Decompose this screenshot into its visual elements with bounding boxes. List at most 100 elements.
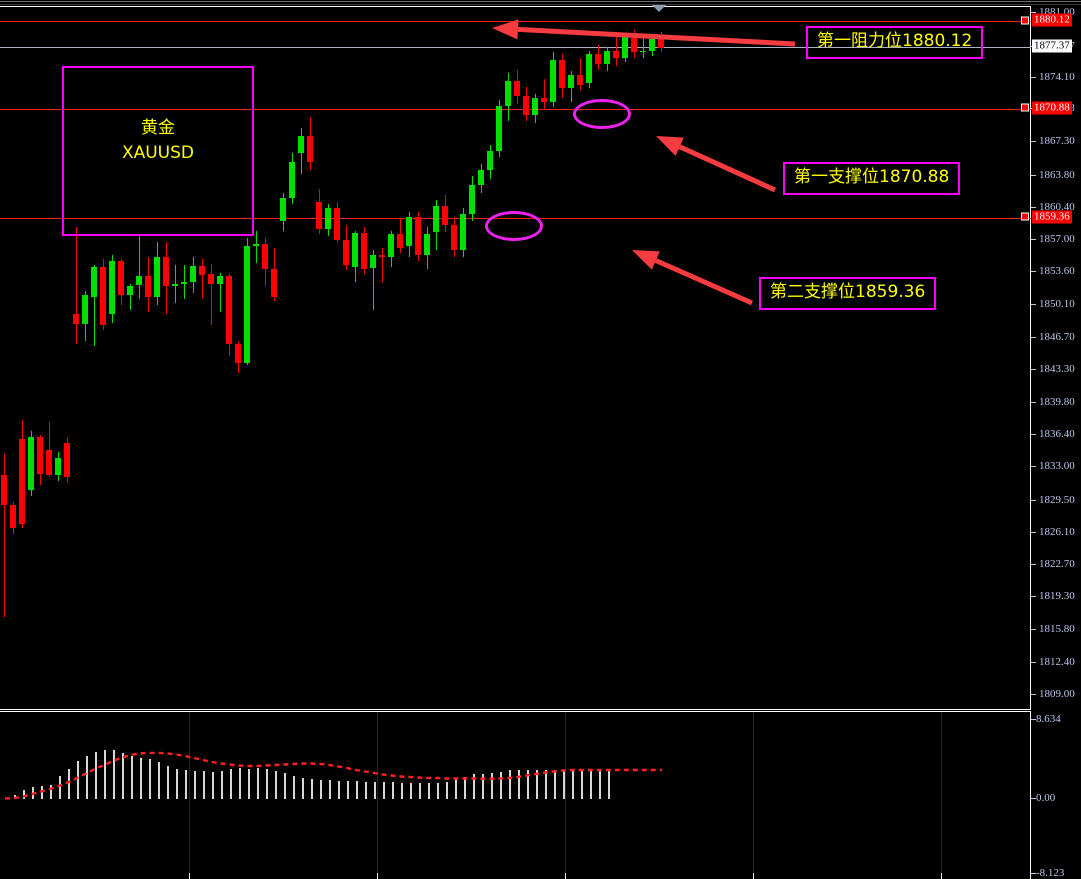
annotation-note-resistance-1[interactable]: 第一阻力位1880.12 xyxy=(806,26,984,59)
candle-body xyxy=(334,207,340,241)
candlestick-series xyxy=(0,7,1030,709)
macd-axis-tick xyxy=(1031,719,1036,720)
macd-histogram-bar xyxy=(392,782,394,799)
level-line-current-price[interactable] xyxy=(0,47,1031,49)
macd-indicator-panel[interactable] xyxy=(0,711,1031,879)
candle-body xyxy=(559,60,565,89)
macd-histogram-bar xyxy=(167,766,169,799)
candle-body xyxy=(55,458,61,476)
price-axis-tick xyxy=(1031,629,1036,631)
price-axis-label: 1853.60 xyxy=(1039,265,1075,278)
macd-histogram-bar xyxy=(581,769,583,799)
price-axis-tick xyxy=(1031,11,1036,13)
macd-histogram-bar xyxy=(59,775,61,799)
window-top-divider xyxy=(0,1,1081,2)
candle-wick xyxy=(211,263,212,326)
candle-wick xyxy=(130,283,131,311)
price-tag-handle[interactable] xyxy=(1021,16,1029,25)
candle-body xyxy=(595,54,601,64)
macd-histogram-bar xyxy=(149,759,151,799)
price-axis[interactable]: 1881.001877.371874.101870.881867.301863.… xyxy=(1021,6,1081,710)
macd-histogram-bar xyxy=(500,772,502,799)
annotation-note-support-2[interactable]: 第二支撑位1859.36 xyxy=(759,277,937,310)
candle-body xyxy=(541,97,547,102)
price-axis-label: 1826.10 xyxy=(1039,525,1075,538)
macd-axis-label: -8.123 xyxy=(1036,867,1065,879)
macd-signal-path xyxy=(4,751,662,800)
price-axis-tick xyxy=(1031,434,1036,436)
price-tag-handle[interactable] xyxy=(1021,212,1029,221)
window-top-divider-2 xyxy=(0,4,1081,5)
candle-body xyxy=(361,232,367,269)
macd-histogram-bar xyxy=(158,762,160,799)
macd-histogram-bar xyxy=(383,782,385,799)
price-tag-1870.88[interactable]: 1870.88 xyxy=(1021,101,1072,115)
macd-histogram-bar xyxy=(545,769,547,799)
candle-body xyxy=(226,276,232,345)
macd-axis[interactable]: 8.634 0.00 -8.123 xyxy=(1031,711,1081,879)
price-axis-tick xyxy=(1031,206,1036,208)
macd-vertical-gridline xyxy=(565,712,566,879)
macd-histogram-bar xyxy=(563,769,565,799)
candle-wick xyxy=(382,247,383,282)
macd-histogram-bar xyxy=(329,780,331,799)
macd-histogram-bar xyxy=(365,781,367,799)
price-axis-label: 1874.10 xyxy=(1039,71,1075,84)
candle-body xyxy=(568,75,574,89)
candle-body xyxy=(433,205,439,233)
price-axis-label: 1850.10 xyxy=(1039,298,1075,311)
candle-body xyxy=(262,243,268,269)
candle-body xyxy=(640,50,646,53)
candle-body xyxy=(82,295,88,325)
candle-body xyxy=(244,245,250,364)
candle-body xyxy=(397,234,403,248)
candle-body xyxy=(631,37,637,53)
annotation-note-support-1[interactable]: 第一支撑位1870.88 xyxy=(783,162,961,195)
price-axis-label: 1809.00 xyxy=(1039,687,1075,700)
candle-body xyxy=(343,240,349,265)
macd-histogram-bar xyxy=(410,782,412,799)
macd-histogram xyxy=(0,712,1030,879)
symbol-label-box: 黄金 XAUUSD xyxy=(62,66,254,236)
price-axis-tick xyxy=(1031,531,1036,533)
macd-histogram-bar xyxy=(266,768,268,799)
candle-body xyxy=(298,135,304,153)
price-tag-1880.12[interactable]: 1880.12 xyxy=(1021,13,1072,27)
price-axis-tick xyxy=(1031,402,1036,404)
price-axis-label: 1857.00 xyxy=(1039,233,1075,246)
macd-time-tick xyxy=(377,873,378,879)
macd-histogram-bar xyxy=(509,770,511,799)
price-tag-1859.36[interactable]: 1859.36 xyxy=(1021,210,1072,224)
macd-histogram-bar xyxy=(194,770,196,799)
price-axis-tick xyxy=(1031,304,1036,306)
candle-body xyxy=(271,268,277,297)
macd-histogram-bar xyxy=(122,753,124,799)
candle-wick xyxy=(202,259,203,299)
price-tag-handle[interactable] xyxy=(1021,103,1029,112)
candle-body xyxy=(208,274,214,284)
macd-histogram-bar xyxy=(374,781,376,799)
candle-body xyxy=(460,213,466,250)
price-axis-tick xyxy=(1031,368,1036,370)
candle-body xyxy=(406,217,412,246)
price-tag-1877.37[interactable]: 1877.37 xyxy=(1032,39,1072,53)
macd-histogram-bar xyxy=(50,785,52,799)
price-axis-tick xyxy=(1031,77,1036,79)
candle-wick xyxy=(175,264,176,303)
macd-histogram-bar xyxy=(338,780,340,799)
macd-histogram-bar xyxy=(527,769,529,799)
price-axis-tick xyxy=(1031,564,1036,566)
candle-body xyxy=(154,257,160,297)
macd-histogram-bar xyxy=(86,756,88,799)
macd-histogram-bar xyxy=(608,770,610,799)
candle-body xyxy=(307,135,313,163)
candle-body xyxy=(577,75,583,85)
macd-vertical-gridline xyxy=(753,712,754,879)
candle-wick xyxy=(49,422,50,477)
candle-body xyxy=(1,475,7,506)
macd-histogram-bar xyxy=(320,779,322,799)
candle-body xyxy=(478,169,484,186)
price-axis-label: 1815.80 xyxy=(1039,623,1075,636)
price-axis-tick xyxy=(1031,466,1036,468)
level-line-first-support[interactable] xyxy=(0,108,1031,110)
